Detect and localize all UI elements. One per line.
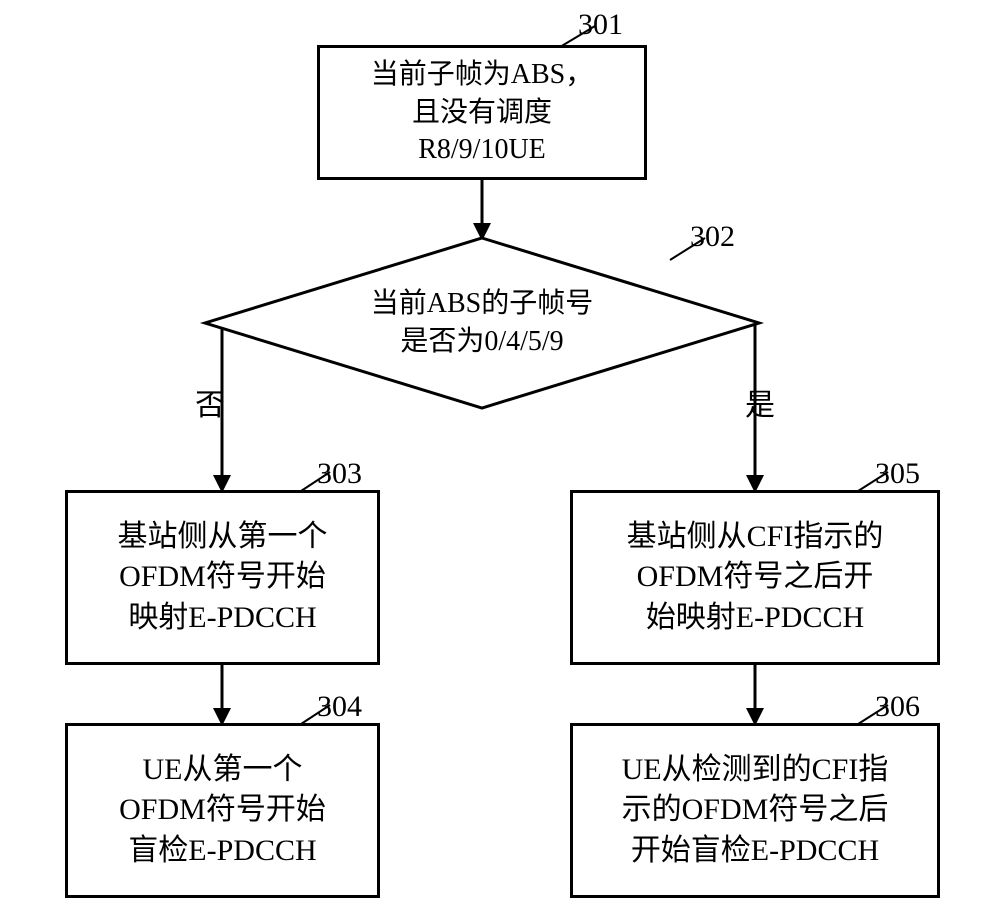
no-label: 否	[195, 380, 225, 424]
ref-label-n301: 301	[578, 8, 623, 42]
node-n305-line2: OFDM符号之后开	[627, 557, 884, 598]
ref-label-n303: 303	[317, 457, 362, 491]
ref-label-n305: 305	[875, 457, 920, 491]
yes-label: 是	[745, 380, 775, 424]
node-n301-line1: 当前子帧为ABS，	[371, 56, 593, 94]
node-n303-line3: 映射E-PDCCH	[118, 598, 328, 639]
node-n305-line1: 基站侧从CFI指示的	[627, 517, 884, 558]
node-n305-line3: 始映射E-PDCCH	[627, 598, 884, 639]
flowchart-canvas: 当前子帧为ABS，且没有调度R8/9/10UE基站侧从第一个OFDM符号开始映射…	[0, 0, 1000, 922]
node-n302-line1: 当前ABS的子帧号	[371, 285, 593, 323]
ref-label-n302: 302	[690, 220, 735, 254]
node-n303-line2: OFDM符号开始	[118, 557, 328, 598]
node-n301-line3: R8/9/10UE	[371, 131, 593, 169]
node-n306: UE从检测到的CFI指示的OFDM符号之后开始盲检E-PDCCH	[570, 723, 940, 898]
ref-label-n304: 304	[317, 690, 362, 724]
node-n304-line2: OFDM符号开始	[119, 790, 326, 831]
node-n303-line1: 基站侧从第一个	[118, 517, 328, 558]
node-n303: 基站侧从第一个OFDM符号开始映射E-PDCCH	[65, 490, 380, 665]
ref-label-n306: 306	[875, 690, 920, 724]
node-n306-line2: 示的OFDM符号之后	[622, 790, 889, 831]
node-n304: UE从第一个OFDM符号开始盲检E-PDCCH	[65, 723, 380, 898]
node-n301: 当前子帧为ABS，且没有调度R8/9/10UE	[317, 45, 647, 180]
node-n302-line2: 是否为0/4/5/9	[371, 323, 593, 361]
node-n304-line3: 盲检E-PDCCH	[119, 831, 326, 872]
node-n301-line2: 且没有调度	[371, 94, 593, 132]
node-n306-line1: UE从检测到的CFI指	[622, 750, 889, 791]
node-n302: 当前ABS的子帧号是否为0/4/5/9	[205, 238, 759, 408]
node-n304-line1: UE从第一个	[119, 750, 326, 791]
node-n305: 基站侧从CFI指示的OFDM符号之后开始映射E-PDCCH	[570, 490, 940, 665]
node-n306-line3: 开始盲检E-PDCCH	[622, 831, 889, 872]
